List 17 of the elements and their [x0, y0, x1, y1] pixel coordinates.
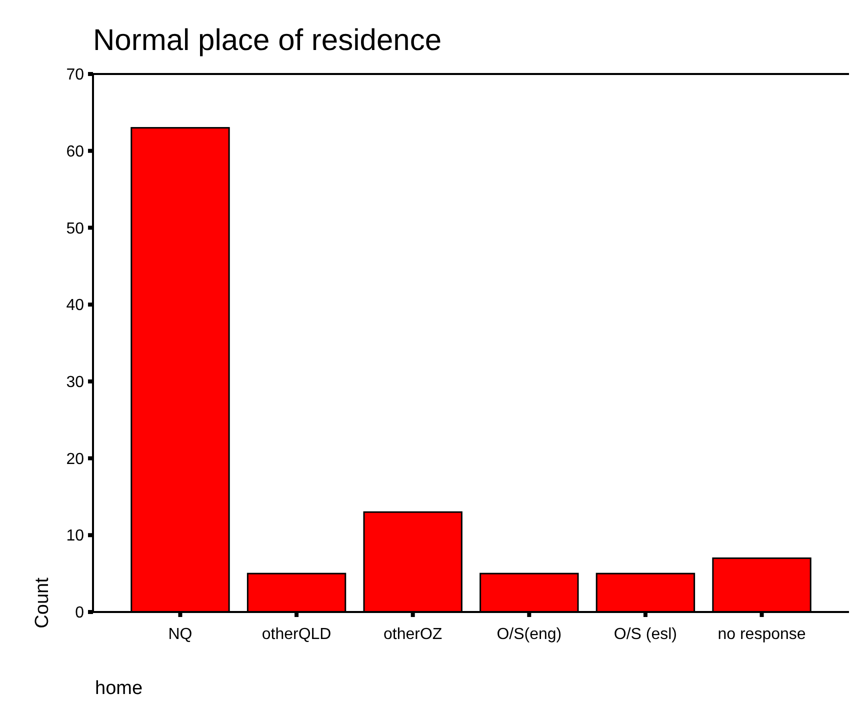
y-tick-label: 70: [66, 66, 84, 84]
y-tick-label: 10: [66, 528, 84, 545]
x-tick-label: O/S(eng): [496, 626, 562, 643]
y-tick-label: 30: [66, 374, 84, 392]
x-tick-label: no response: [718, 626, 806, 643]
x-axis-title: home: [95, 678, 143, 699]
x-tick-label: otherQLD: [262, 626, 332, 643]
x-tick-label: NQ: [168, 626, 192, 643]
chart-title: Normal place of residence: [93, 24, 442, 57]
y-tick-label: 50: [66, 220, 84, 238]
y-axis-title: Count: [32, 576, 53, 628]
y-tick-label: 60: [66, 143, 84, 160]
x-tick-label: otherOZ: [384, 626, 442, 643]
y-tick-label: 40: [66, 297, 84, 314]
x-tick-label: O/S (esl): [614, 626, 678, 643]
y-tick-label: 20: [66, 450, 84, 468]
y-tick-label: 0: [75, 604, 84, 622]
